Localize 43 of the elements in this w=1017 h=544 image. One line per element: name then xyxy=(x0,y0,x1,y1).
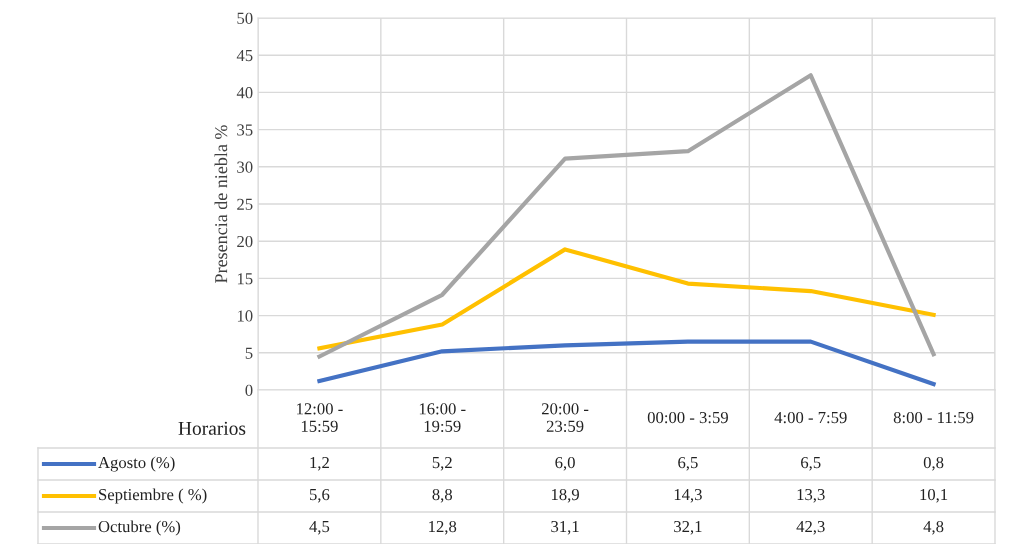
y-tick-label: 35 xyxy=(237,124,253,136)
data-label: 13,3 xyxy=(797,488,825,503)
data-label: 6,5 xyxy=(678,456,698,471)
y-tick-label: 10 xyxy=(237,310,253,322)
line-series xyxy=(317,73,936,359)
line-series xyxy=(317,339,936,387)
data-label: 0,8 xyxy=(923,456,944,471)
y-tick-label: 30 xyxy=(237,161,253,173)
data-label: 1,2 xyxy=(310,456,329,471)
y-tick-label: 50 xyxy=(237,12,253,24)
y-tick-label: 15 xyxy=(237,273,253,285)
y-tick-label: 20 xyxy=(237,235,253,248)
data-label: 14,3 xyxy=(674,488,702,503)
data-label: 6,5 xyxy=(801,456,821,471)
data-label: 5,2 xyxy=(432,456,452,471)
y-tick-label: 5 xyxy=(245,347,253,359)
y-tick-label: 40 xyxy=(236,87,253,99)
data-label: 5,6 xyxy=(309,488,330,503)
x-tick-label: 20:00 - 23:59 xyxy=(541,403,589,432)
data-label: 8,8 xyxy=(432,488,453,503)
data-label: 6,0 xyxy=(555,456,575,471)
x-tick-label: 12:00 - 15:59 xyxy=(297,403,343,432)
x-tick-label: 8:00 - 11:59 xyxy=(893,411,974,424)
legend-label: Agosto (%) xyxy=(98,456,175,472)
x-tick-label: 00:00 - 3:59 xyxy=(647,411,728,424)
line-series xyxy=(317,247,936,351)
x-axis-title: Horarios xyxy=(178,421,246,435)
y-tick-label: 25 xyxy=(237,198,253,210)
data-label: 4,8 xyxy=(923,520,944,535)
y-tick-label: 0 xyxy=(245,384,253,396)
data-label: 31,1 xyxy=(551,520,579,535)
data-label: 4,5 xyxy=(309,521,330,535)
y-tick-label: 45 xyxy=(236,50,253,62)
legend-label: Octubre (%) xyxy=(98,520,181,536)
legend-label: Septiembre ( %) xyxy=(99,488,207,504)
data-label: 18,9 xyxy=(551,488,579,503)
data-label: 42,3 xyxy=(796,520,825,535)
data-label: 12,8 xyxy=(429,520,457,535)
data-label: 32,1 xyxy=(674,520,702,535)
data-label: 10,1 xyxy=(920,488,948,503)
x-tick-label: 4:00 - 7:59 xyxy=(774,411,847,424)
x-tick-label: 16:00 - 19:59 xyxy=(419,403,466,432)
y-axis-title: Presencia de niebla % xyxy=(214,125,228,283)
